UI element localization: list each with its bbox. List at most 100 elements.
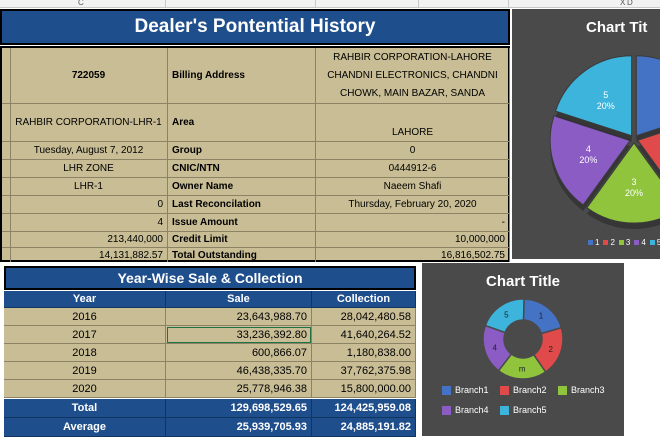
pie1-legend-item: 3 (618, 238, 631, 247)
dealer-code[interactable]: 722059 (10, 48, 168, 104)
pie1-slice-5 (554, 55, 633, 137)
doughnut-chart[interactable]: Chart Title 5 1 2 m 4 Branch1 Branch2 Branch3 B… (422, 263, 624, 436)
collection-cell[interactable]: 1,180,838.00 (312, 344, 416, 362)
pie1-slice-1 (635, 55, 660, 137)
pie1-legend-label: 4 (641, 238, 646, 247)
total-sale[interactable]: 129,698,529.65 (166, 399, 312, 418)
pie1-legend-swatch (618, 240, 624, 245)
sale-cell[interactable]: 600,866.07 (166, 344, 312, 362)
doughnut-legend-label: Branch4 (455, 405, 489, 415)
chart2-title: Chart Title (486, 273, 560, 290)
issue-amount-value[interactable]: - (316, 214, 510, 232)
group-value[interactable]: 0 (316, 142, 510, 160)
total-label[interactable]: Total (4, 399, 166, 418)
sale-cell[interactable]: 25,778,946.38 (166, 380, 312, 398)
column-header-c[interactable]: C (78, 0, 84, 7)
cnic-value[interactable]: 0444912-6 (316, 160, 510, 178)
yearwise-header-row: Year Sale Collection (4, 291, 416, 308)
dealer-sub-zone[interactable]: LHR-1 (10, 178, 168, 196)
sale-cell[interactable]: 23,643,988.70 (166, 308, 312, 326)
credit-limit-value[interactable]: 10,000,000 (316, 232, 510, 248)
last-recon-value[interactable]: Thursday, February 20, 2020 (316, 196, 510, 214)
pie1-slice-4 (549, 114, 632, 206)
billing-address-value[interactable]: RAHBIR CORPORATION-LAHORE CHANDNI ELECTR… (316, 48, 510, 104)
label-total-outstanding: Total Outstanding (168, 248, 316, 262)
dealer-value-4[interactable]: 4 (10, 214, 168, 232)
average-collection[interactable]: 24,885,191.82 (312, 418, 416, 437)
pie1-label-pct: 20% (597, 101, 615, 111)
dealer-value-14[interactable]: 14,131,882.57 (10, 248, 168, 262)
table-row: 2020 25,778,946.38 15,800,000.00 (4, 380, 416, 398)
pie1-legend-swatch (634, 240, 640, 245)
dealer-zone[interactable]: LHR ZONE (10, 160, 168, 178)
doughnut-legend-swatch (500, 405, 509, 415)
label-cnic: CNIC/NTN (168, 160, 316, 178)
doughnut-segment-label: m (519, 364, 526, 373)
pie1-legend-label: 3 (625, 238, 631, 247)
doughnut-legend-label: Branch3 (571, 385, 605, 395)
sale-cell-selected[interactable]: 33,236,392.80 (166, 326, 312, 344)
pie1-legend-swatch (603, 240, 609, 245)
sale-cell[interactable]: 46,438,335.70 (166, 362, 312, 380)
doughnut-legend-item: Branch2 (500, 385, 547, 395)
doughnut-segment-label: 2 (549, 345, 554, 354)
area-value[interactable]: LAHORE (316, 104, 510, 142)
dealer-date[interactable]: Tuesday, August 7, 2012 (10, 142, 168, 160)
year-cell[interactable]: 2019 (4, 362, 166, 380)
owner-value[interactable]: Naeem Shafi (316, 178, 510, 196)
dealer-title: Dealer's Pontential History (0, 9, 510, 45)
label-credit-limit: Credit Limit (168, 232, 316, 248)
label-owner: Owner Name (168, 178, 316, 196)
chart1-title: Chart Tit (586, 19, 648, 36)
dealer-name[interactable]: RAHBIR CORPORATION-LHR-1 (10, 104, 168, 142)
collection-cell[interactable]: 37,762,375.98 (312, 362, 416, 380)
collection-cell[interactable]: 41,640,264.52 (312, 326, 416, 344)
doughnut-legend-label: Branch1 (455, 385, 489, 395)
column-header-x[interactable]: X (620, 0, 626, 7)
label-area: Area (168, 104, 316, 142)
year-cell[interactable]: 2018 (4, 344, 166, 362)
pie-chart-1-plot: 520%420%320% (549, 55, 660, 229)
average-sale[interactable]: 25,939,705.93 (166, 418, 312, 437)
pie1-legend-label: 5 (656, 238, 660, 247)
total-collection[interactable]: 124,425,959.08 (312, 399, 416, 418)
doughnut-legend-label: Branch5 (513, 405, 547, 415)
pie1-slice-3 (586, 142, 660, 224)
pie1-legend-swatch (649, 240, 655, 245)
average-label[interactable]: Average (4, 418, 166, 437)
header-year[interactable]: Year (4, 291, 166, 308)
collection-cell[interactable]: 28,042,480.58 (312, 308, 416, 326)
average-row: Average 25,939,705.93 24,885,191.82 (4, 418, 416, 437)
doughnut-legend-item: Branch1 (442, 385, 489, 395)
pie1-legend-item: 4 (634, 238, 646, 247)
doughnut-legend-swatch (442, 405, 451, 415)
pie1-label-pct: 20% (625, 188, 643, 198)
header-sale[interactable]: Sale (166, 291, 312, 308)
table-row: 2017 33,236,392.80 41,640,264.52 (4, 326, 416, 344)
dealer-title-text: Dealer's Pontential History (134, 16, 376, 37)
column-header-d[interactable]: D (627, 0, 633, 7)
dealer-info-grid: 722059 Billing Address RAHBIR CORPORATIO… (0, 46, 510, 262)
row-marker (2, 48, 11, 104)
doughnut-legend-swatch (442, 385, 451, 395)
pie1-legend-item: 2 (603, 238, 615, 247)
doughnut-legend-label: Branch2 (513, 385, 547, 395)
doughnut-legend-item: Branch5 (500, 405, 547, 415)
dealer-value-213[interactable]: 213,440,000 (10, 232, 168, 248)
collection-cell[interactable]: 15,800,000.00 (312, 380, 416, 398)
year-cell[interactable]: 2016 (4, 308, 166, 326)
total-outstanding-value[interactable]: 16,816,502.75 (316, 248, 510, 262)
year-cell[interactable]: 2017 (4, 326, 166, 344)
year-cell[interactable]: 2020 (4, 380, 166, 398)
header-collection[interactable]: Collection (312, 291, 416, 308)
label-issue-amount: Issue Amount (168, 214, 316, 232)
dealer-value-0[interactable]: 0 (10, 196, 168, 214)
pie1-label-category: 5 (603, 90, 608, 100)
label-last-recon: Last Reconcilation (168, 196, 316, 214)
yearwise-title-text: Year-Wise Sale & Collection (117, 270, 303, 286)
doughnut-legend-item: Branch3 (558, 385, 605, 395)
pie1-legend-item: 5 (649, 238, 660, 247)
total-row: Total 129,698,529.65 124,425,959.08 (4, 399, 416, 418)
table-row: 2019 46,438,335.70 37,762,375.98 (4, 362, 416, 380)
